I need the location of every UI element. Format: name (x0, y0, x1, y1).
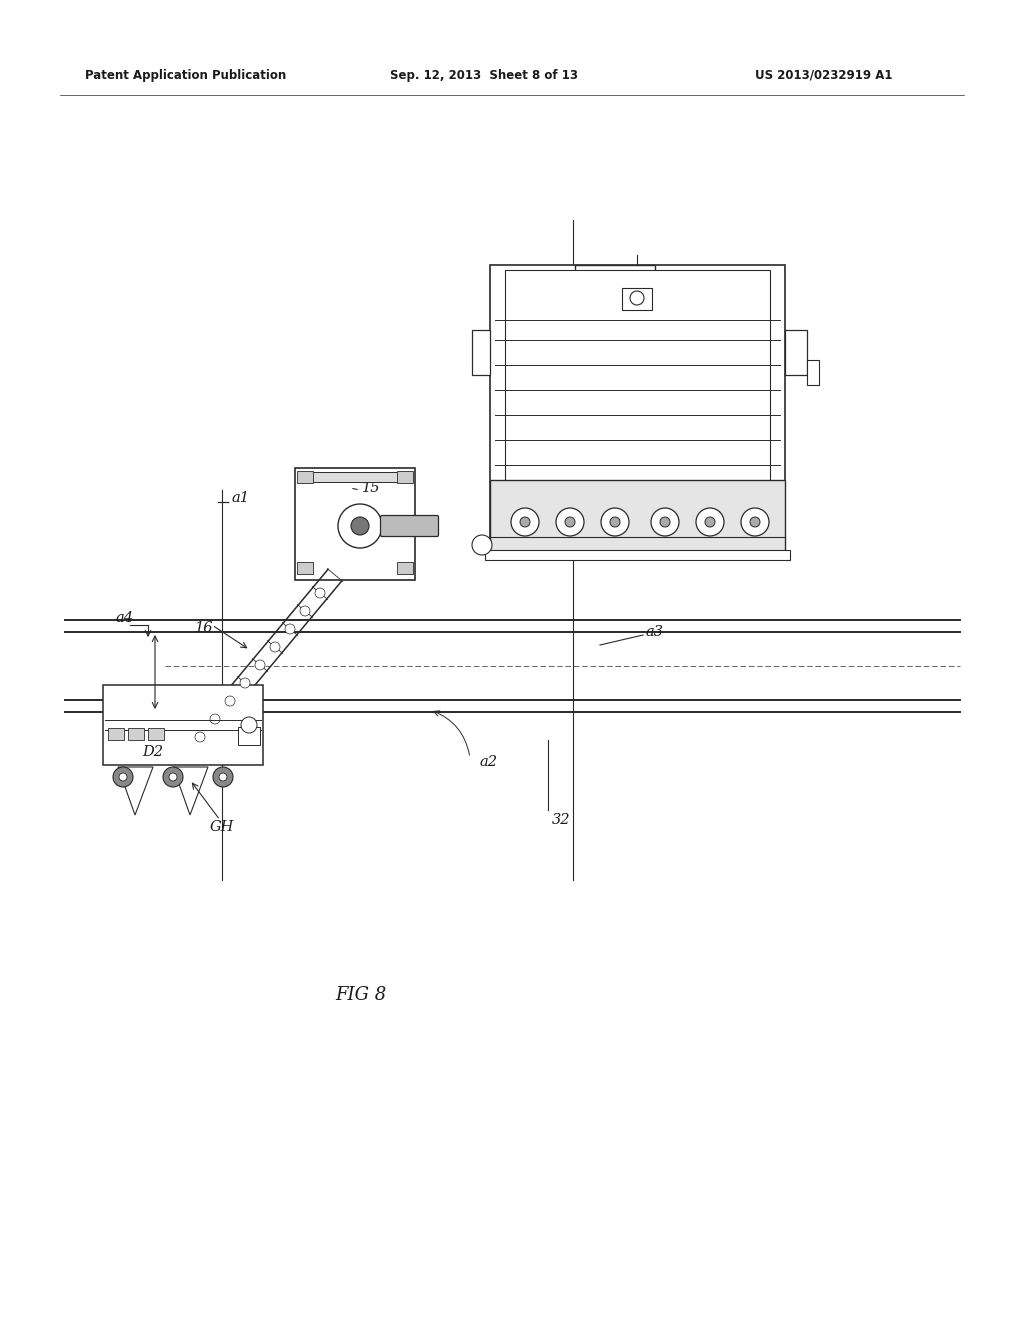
Text: a1: a1 (232, 491, 250, 506)
Bar (807, 360, 819, 385)
Circle shape (472, 535, 492, 554)
Text: a2: a2 (480, 755, 498, 770)
Circle shape (240, 678, 250, 688)
Text: D2: D2 (142, 744, 163, 759)
Circle shape (741, 508, 769, 536)
Bar (472, 330, 490, 375)
Circle shape (520, 517, 530, 527)
Circle shape (255, 660, 265, 671)
Text: GH: GH (210, 820, 234, 834)
Circle shape (556, 508, 584, 536)
Circle shape (511, 508, 539, 536)
Bar (298, 473, 412, 482)
Circle shape (169, 774, 177, 781)
Bar (505, 271, 770, 545)
Circle shape (210, 714, 220, 723)
Bar (103, 685, 263, 766)
Bar (785, 330, 807, 375)
Text: 16: 16 (195, 620, 213, 635)
Bar (295, 469, 415, 579)
Circle shape (300, 606, 310, 616)
FancyBboxPatch shape (381, 516, 438, 536)
Text: FIG 8: FIG 8 (335, 986, 386, 1005)
Circle shape (225, 696, 234, 706)
Circle shape (241, 717, 257, 733)
Text: 32: 32 (552, 813, 570, 828)
Text: US 2013/0232919 A1: US 2013/0232919 A1 (755, 69, 893, 82)
Circle shape (338, 504, 382, 548)
Bar (490, 480, 785, 554)
Circle shape (660, 517, 670, 527)
Bar (397, 562, 413, 574)
Circle shape (163, 767, 183, 787)
Text: 15: 15 (362, 480, 381, 495)
Bar (397, 471, 413, 483)
Bar (297, 471, 313, 483)
Circle shape (195, 733, 205, 742)
Circle shape (270, 642, 280, 652)
Circle shape (565, 517, 575, 527)
Circle shape (219, 774, 227, 781)
Circle shape (351, 517, 369, 535)
Text: a3: a3 (645, 624, 663, 639)
Circle shape (285, 624, 295, 634)
Circle shape (601, 508, 629, 536)
Circle shape (113, 767, 133, 787)
Circle shape (705, 517, 715, 527)
Bar (485, 550, 790, 560)
Bar (622, 288, 652, 310)
Circle shape (213, 767, 233, 787)
Circle shape (750, 517, 760, 527)
Bar (148, 729, 164, 741)
Polygon shape (118, 767, 153, 814)
Polygon shape (173, 767, 208, 814)
Circle shape (651, 508, 679, 536)
Circle shape (119, 774, 127, 781)
Bar (108, 729, 124, 741)
Circle shape (610, 517, 620, 527)
Circle shape (696, 508, 724, 536)
Circle shape (315, 587, 325, 598)
Text: a4: a4 (115, 611, 133, 624)
Bar (128, 729, 144, 741)
Bar (575, 265, 655, 300)
Bar (297, 562, 313, 574)
Bar (238, 727, 260, 744)
Text: Sep. 12, 2013  Sheet 8 of 13: Sep. 12, 2013 Sheet 8 of 13 (390, 69, 578, 82)
Bar (490, 265, 785, 554)
Circle shape (630, 290, 644, 305)
Text: Patent Application Publication: Patent Application Publication (85, 69, 287, 82)
